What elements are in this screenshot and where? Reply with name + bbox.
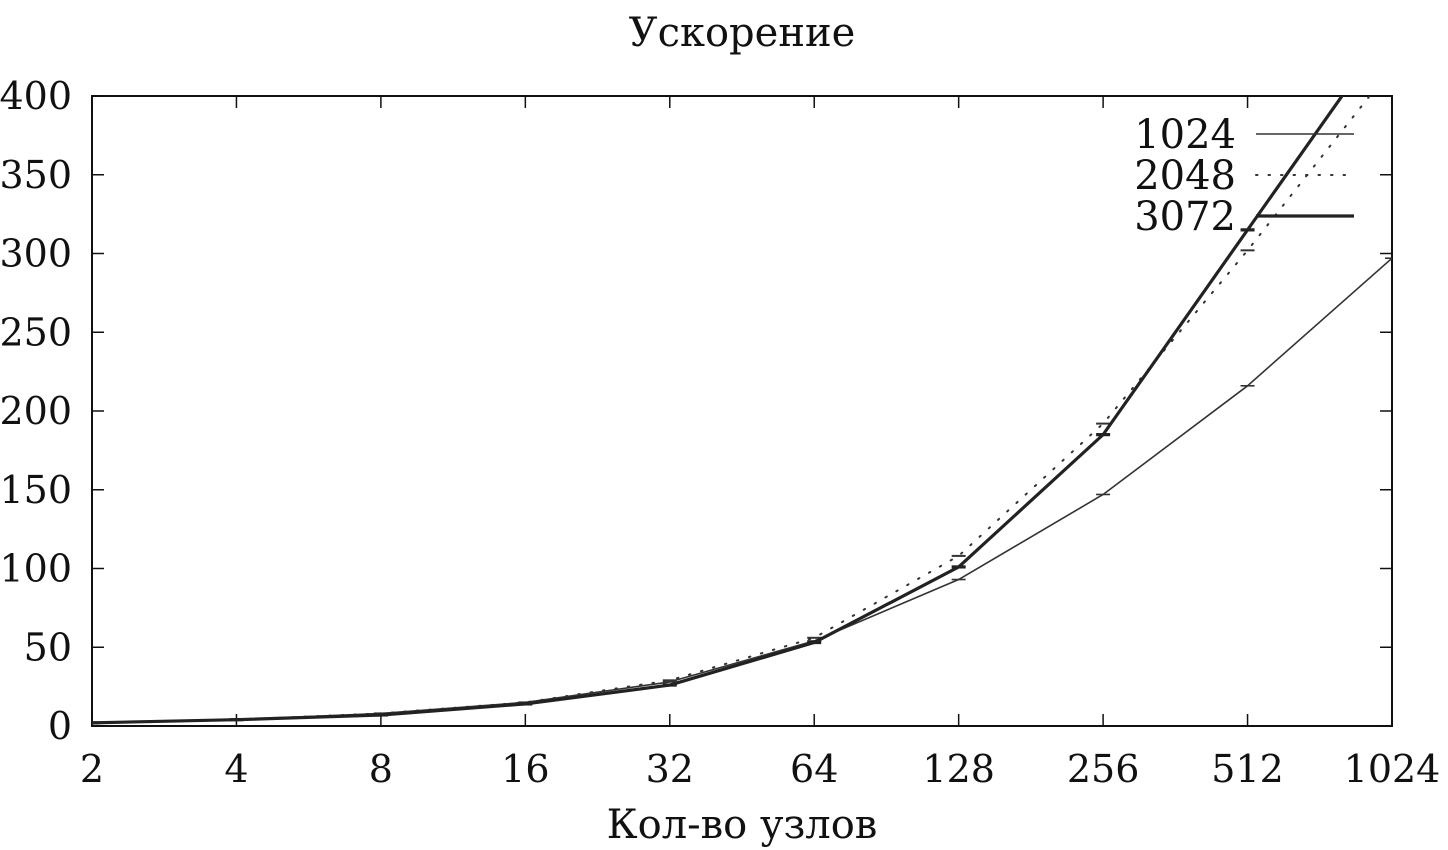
y-tick-label: 200: [0, 389, 72, 433]
y-tick-label: 300: [0, 232, 72, 276]
y-tick-label: 50: [24, 625, 72, 669]
series-lines: [92, 96, 1392, 725]
x-tick-label: 16: [501, 747, 549, 791]
y-axis-ticks: 0 50 100 150 200 250 300 350 400: [0, 74, 1392, 748]
series-line-1024: [92, 257, 1392, 724]
x-tick-label: 64: [790, 747, 838, 791]
x-tick-label: 128: [922, 747, 995, 791]
x-tick-label: 8: [369, 747, 393, 791]
x-tick-label: 1024: [1344, 747, 1441, 791]
y-tick-label: 400: [0, 74, 72, 118]
series-line-3072: [92, 96, 1344, 725]
legend-label-1024: 1024: [1134, 112, 1236, 158]
legend-label-3072: 3072: [1134, 194, 1236, 240]
x-axis-ticks: 2 4 8 16 32 64 128 256 512 1024: [80, 96, 1440, 791]
legend-label-2048: 2048: [1134, 153, 1236, 199]
y-tick-label: 250: [0, 310, 72, 354]
y-tick-label: 150: [0, 468, 72, 512]
x-tick-label: 2: [80, 747, 104, 791]
y-tick-label: 100: [0, 547, 72, 591]
x-tick-label: 4: [224, 747, 248, 791]
y-tick-label: 350: [0, 153, 72, 197]
x-tick-label: 512: [1211, 747, 1284, 791]
y-tick-label: 0: [48, 704, 72, 748]
x-tick-label: 32: [646, 747, 694, 791]
x-axis-label: Кол-во узлов: [607, 802, 878, 848]
chart-title: Ускорение: [629, 10, 856, 56]
x-tick-label: 256: [1067, 747, 1140, 791]
